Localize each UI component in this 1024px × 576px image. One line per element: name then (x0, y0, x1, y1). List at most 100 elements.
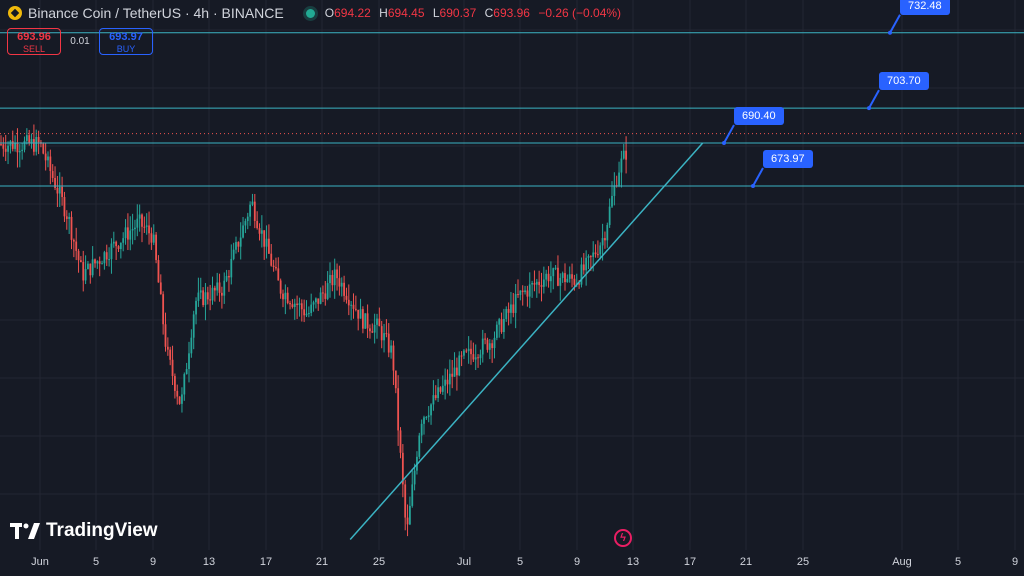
candle-body (115, 241, 118, 247)
candle-body (270, 253, 273, 266)
candle-body (587, 256, 590, 258)
x-tick-label: 13 (626, 556, 640, 568)
candle-body (211, 287, 214, 301)
candle-body (399, 430, 402, 453)
candle-body (134, 227, 136, 230)
candle-body (354, 308, 357, 310)
buy-button[interactable]: 693.97 BUY (99, 28, 153, 55)
change-value: −0.26 (−0.04%) (538, 6, 622, 20)
price-callout[interactable]: 673.97 (763, 150, 813, 169)
candle-body (209, 299, 212, 301)
candle-body (622, 150, 625, 159)
candle-body (362, 309, 364, 329)
candle-body (279, 280, 282, 294)
candle-body (554, 267, 557, 269)
callout-anchor (888, 30, 892, 35)
candle-body (453, 367, 456, 377)
candle-body (119, 242, 122, 250)
candle-body (345, 295, 348, 300)
candle-body (352, 304, 355, 309)
symbol-header: Binance Coin / TetherUS · 4h · BINANCE O… (8, 3, 626, 23)
candle-body (481, 338, 484, 355)
x-tick-label: Jul (456, 556, 472, 568)
candle-body (510, 304, 512, 313)
candle-body (51, 171, 54, 178)
candle-body (589, 256, 592, 258)
candle-body (230, 258, 233, 278)
candle-body (552, 268, 555, 277)
candle-body (329, 274, 331, 284)
lightning-icon[interactable]: ϟ (614, 529, 632, 547)
candle-body (84, 268, 87, 281)
tradingview-logo-text: TradingView (46, 520, 158, 541)
candle-body (117, 246, 120, 250)
candle-body (411, 484, 414, 506)
candle-body (319, 292, 322, 304)
price-callout[interactable]: 703.70 (879, 72, 929, 91)
x-tick-label: 5 (92, 556, 100, 568)
candle-body (315, 298, 317, 303)
candle-body (176, 390, 179, 397)
candle-body (37, 137, 40, 143)
candle-body (326, 283, 329, 299)
candle-body (11, 141, 14, 149)
candle-body (413, 470, 416, 485)
candle-body (608, 206, 611, 225)
open-label: O (324, 6, 335, 20)
candle-body (129, 230, 132, 240)
candle-body (557, 267, 559, 286)
candle-body (373, 324, 376, 333)
candle-body (286, 292, 289, 304)
candle-body (7, 145, 9, 152)
candle-body (305, 313, 308, 316)
candle-body (488, 343, 491, 350)
candle-body (465, 350, 468, 352)
symbol-title[interactable]: Binance Coin / TetherUS · 4h · BINANCE (28, 5, 284, 21)
candle-body (221, 292, 223, 296)
market-status-icon (305, 8, 315, 18)
candle-body (190, 337, 193, 354)
candle-body (103, 252, 106, 264)
candle-body (223, 280, 226, 296)
candle-body (531, 283, 533, 285)
callout-anchor (867, 106, 871, 111)
candle-body (155, 234, 157, 261)
candle-body (44, 153, 47, 161)
candle-body (338, 278, 341, 287)
tradingview-logo-icon (10, 523, 40, 539)
candle-body (432, 395, 435, 405)
candle-body (16, 142, 19, 153)
price-callout[interactable]: 732.48 (900, 0, 950, 15)
callout-anchor (722, 141, 726, 145)
candle-body (347, 299, 350, 306)
candle-body (397, 388, 400, 431)
sell-button[interactable]: 693.96 SELL (7, 28, 61, 55)
x-tick-label: 17 (683, 556, 697, 568)
callout-anchor (751, 184, 755, 189)
candle-body (54, 177, 56, 189)
candle-body (14, 142, 16, 149)
candle-body (472, 354, 475, 360)
candle-body (206, 292, 209, 300)
candle-body (467, 348, 470, 352)
candle-body (183, 374, 186, 395)
candle-body (300, 303, 303, 310)
candle-body (571, 274, 573, 279)
candle-body (96, 261, 99, 264)
price-callout[interactable]: 690.40 (734, 107, 784, 125)
candle-body (406, 517, 409, 525)
candle-body (322, 292, 324, 294)
candle-body (380, 326, 383, 341)
candle-body (528, 284, 531, 297)
candle-body (110, 243, 113, 260)
x-tick-label: 25 (796, 556, 810, 568)
sell-label: SELL (22, 44, 46, 54)
sell-price: 693.96 (17, 31, 51, 43)
callout-pointer (752, 167, 764, 187)
candle-body (507, 309, 510, 313)
candle-body (28, 135, 31, 144)
candle-body (357, 309, 360, 319)
candle-body (249, 204, 251, 217)
candle-body (324, 293, 327, 299)
